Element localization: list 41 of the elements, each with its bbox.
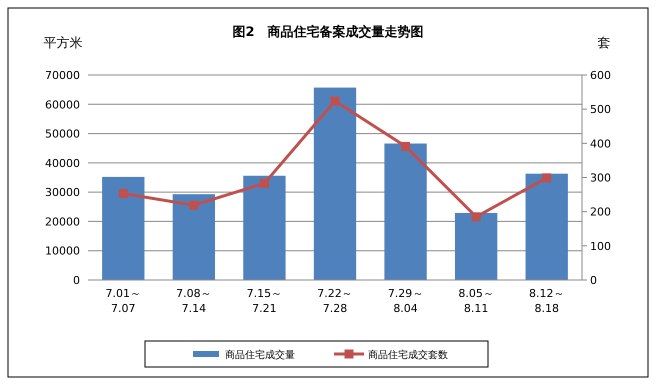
x-tick-label: 7.15～ 7.21: [246, 287, 282, 315]
bar: [314, 88, 356, 280]
bar: [172, 194, 216, 280]
legend-label: 商品住宅成交套数: [368, 349, 448, 361]
y-tick-label: 60000: [45, 98, 80, 112]
y-tick-label: 70000: [45, 69, 80, 82]
y-tick-label: 50000: [45, 128, 80, 141]
y-tick-label: 0: [73, 274, 80, 287]
bar: [384, 144, 427, 280]
x-tick-label: 7.08～ 7.14: [176, 287, 212, 315]
y-tick-label: 30000: [45, 186, 80, 200]
point: [189, 200, 198, 210]
y2-tick-label: 300: [590, 172, 611, 184]
y2-tick-label: 100: [590, 240, 611, 253]
bar: [454, 212, 498, 280]
bar: [243, 176, 286, 280]
x-tick-label: 8.12～ 8.18: [528, 287, 564, 315]
x-tick-label: 7.22～ 7.28: [317, 287, 353, 315]
x-tick-label: 8.05～ 8.11: [458, 287, 494, 315]
point: [118, 189, 128, 198]
point: [472, 212, 481, 222]
bar: [526, 174, 568, 280]
y-tick-label: 40000: [45, 156, 80, 170]
point: [330, 96, 340, 106]
point: [260, 178, 269, 188]
legend-label: 商品住宅成交量: [225, 349, 295, 361]
y2-tick-label: 400: [590, 137, 611, 150]
y-tick-label: 10000: [45, 244, 80, 258]
y-tick-label: 20000: [45, 215, 80, 228]
x-tick-label: 7.29～ 8.04: [388, 287, 424, 315]
bar: [102, 176, 144, 280]
x-tick-label: 7.01～ 7.07: [106, 287, 142, 315]
y2-tick-label: 0: [590, 274, 597, 287]
y-axis-title: 平方米: [44, 35, 82, 51]
point: [542, 173, 552, 182]
y2-tick-label: 600: [590, 69, 611, 82]
y2-tick-label: 500: [590, 103, 611, 116]
y2-tick-label: 200: [590, 206, 611, 219]
chart-title: 图2 商品住宅备案成交量走势图: [232, 24, 424, 40]
point: [401, 142, 410, 151]
y2-axis-title: 套: [598, 36, 610, 51]
